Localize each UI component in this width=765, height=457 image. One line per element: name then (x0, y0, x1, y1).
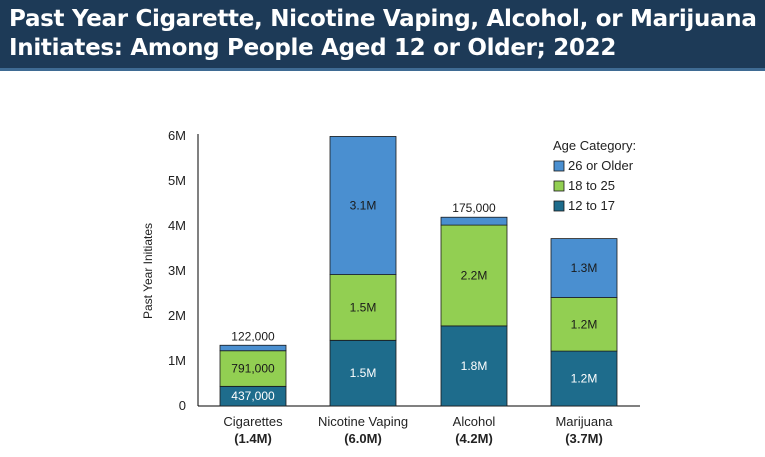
bar-segment (440, 216, 508, 226)
y-tick-label: 5M (168, 173, 186, 188)
bar-data-label: 1.3M (571, 261, 598, 275)
legend-swatch (553, 180, 565, 192)
x-category-total: (4.2M) (455, 431, 493, 446)
y-tick-label: 4M (168, 218, 186, 233)
bar-segment (219, 350, 287, 387)
bar-data-label: 1.5M (350, 300, 377, 314)
bar-segment (219, 344, 287, 352)
legend-label: 18 to 25 (568, 178, 615, 193)
y-axis-label: Past Year Initiates (141, 223, 155, 319)
bar-segment (329, 136, 397, 275)
x-category-label: Cigarettes (223, 414, 283, 429)
bar-data-label: 3.1M (350, 199, 377, 213)
x-category-label: Marijuana (555, 414, 613, 429)
bar-segment (440, 325, 508, 407)
page-title-line-1: Past Year Cigarette, Nicotine Vaping, Al… (9, 6, 757, 32)
bar-data-label: 437,000 (231, 389, 275, 403)
bar-data-label: 791,000 (231, 362, 275, 376)
bar-segment (329, 274, 397, 341)
x-category-total: (3.7M) (565, 431, 603, 446)
bar-segment (329, 339, 397, 407)
x-category-label: Alcohol (453, 414, 496, 429)
bar-data-label: 1.5M (350, 366, 377, 380)
x-category-total: (6.0M) (344, 431, 382, 446)
bar-data-label: 1.2M (571, 372, 598, 386)
y-tick-label: 3M (168, 263, 186, 278)
y-tick-label: 0 (179, 398, 186, 413)
bar-data-label: 2.2M (461, 269, 488, 283)
y-tick-label: 2M (168, 308, 186, 323)
x-category-label: Nicotine Vaping (318, 414, 408, 429)
bar-data-label: 1.8M (461, 359, 488, 373)
y-tick-label: 6M (168, 128, 186, 143)
bar-segment (440, 224, 508, 327)
bar-data-label: 122,000 (231, 329, 275, 343)
legend-label: 26 or Older (568, 158, 634, 173)
bar-segment (550, 238, 618, 298)
bar-data-label: 1.2M (571, 317, 598, 331)
y-tick-label: 1M (168, 353, 186, 368)
bar-segment (550, 350, 618, 407)
page-header: Past Year Cigarette, Nicotine Vaping, Al… (0, 0, 765, 71)
legend-swatch (553, 160, 565, 172)
legend-swatch (553, 200, 565, 212)
legend-label: 12 to 17 (568, 198, 615, 213)
x-category-total: (1.4M) (234, 431, 272, 446)
bar-segment (550, 297, 618, 352)
bar-data-label: 175,000 (452, 201, 496, 215)
page-title-line-2: Initiates: Among People Aged 12 or Older… (9, 35, 617, 61)
legend-title: Age Category: (553, 138, 636, 153)
